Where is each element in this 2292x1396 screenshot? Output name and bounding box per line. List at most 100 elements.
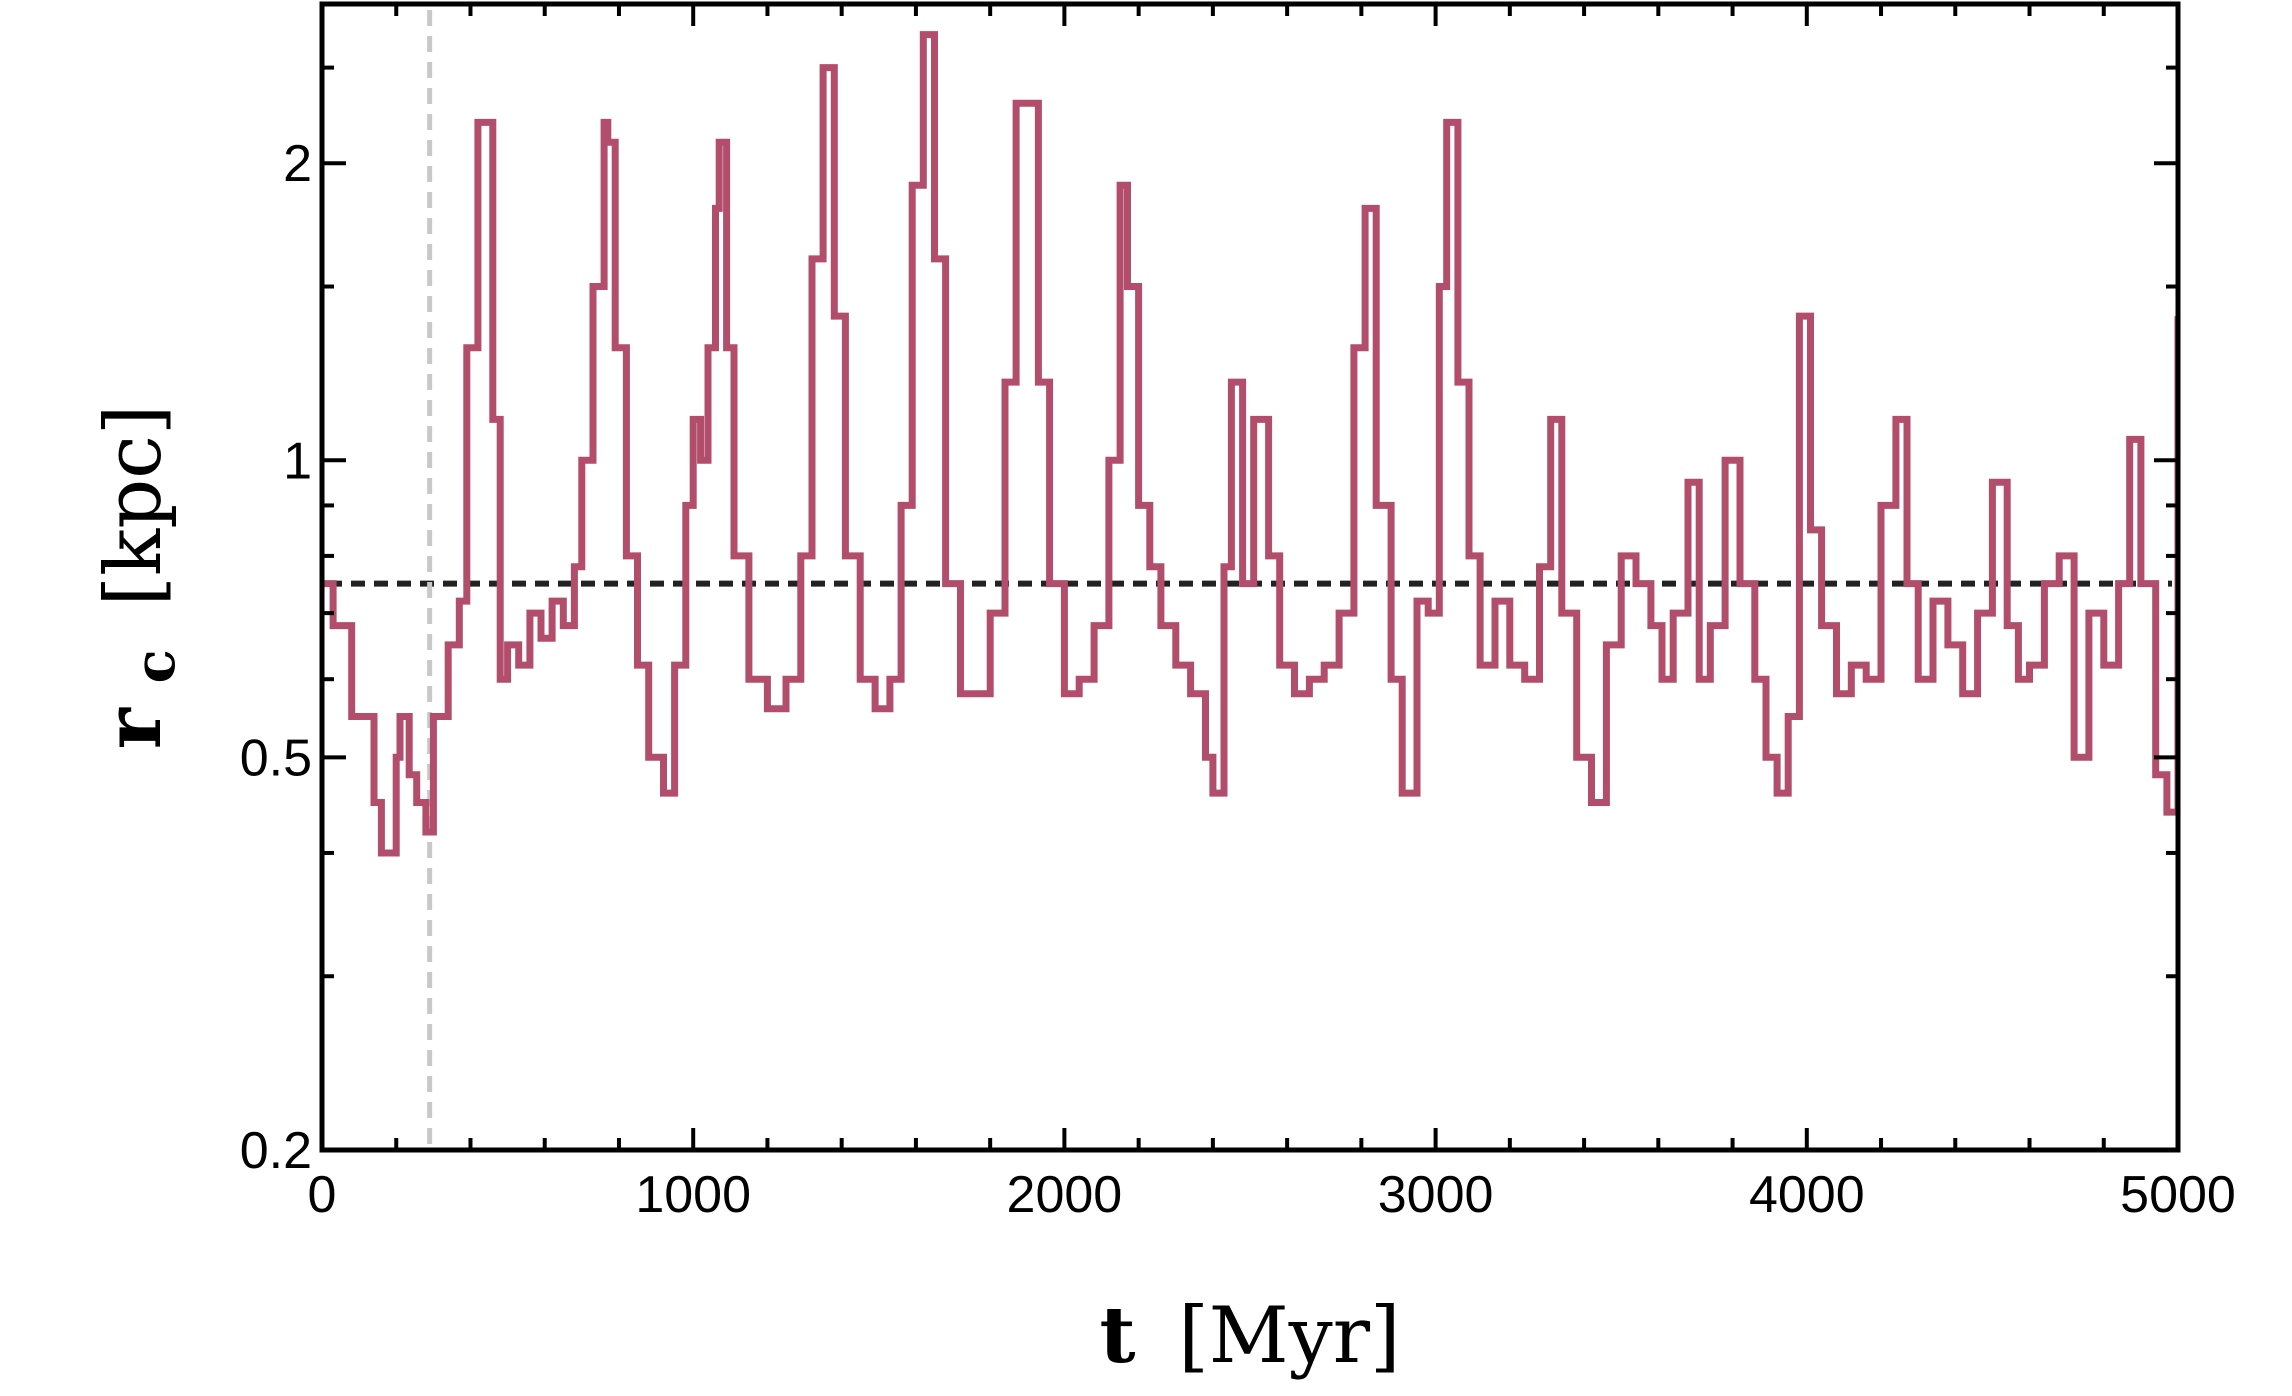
series-point [1456,380,1460,384]
series-point [1025,101,1029,105]
series-point [662,791,665,795]
series-point [350,715,354,718]
series-point [506,643,510,647]
series-point [407,773,411,777]
series-point [606,140,610,144]
y-tick-label: 2 [283,135,312,193]
y-axis-label: r c [kpc] [88,405,193,750]
y-tick-label: 0.2 [240,1122,312,1180]
x-tick-label: 1000 [635,1166,751,1224]
series-point [1293,692,1296,696]
series-point [784,677,788,681]
series-point [1174,663,1178,667]
series-point [959,692,962,696]
series-point [517,663,521,667]
series-point [1590,801,1593,804]
series-point [706,346,710,350]
series-point [1619,554,1623,558]
series-point [1437,285,1441,288]
series-point [1415,599,1419,603]
x-tick-label: 0 [308,1166,337,1224]
series-point [1445,120,1449,124]
series-point [1189,692,1193,696]
series-point [1229,380,1233,384]
series-point [1322,663,1326,667]
series-layer [322,31,2178,857]
series-point [1538,565,1541,569]
series-point [591,285,595,288]
series-point [457,599,461,603]
series-point [2154,773,2158,777]
series-point [810,257,814,261]
series-point [1775,791,1779,795]
series-point [843,554,847,558]
x-tick-label: 5000 [2120,1166,2236,1224]
series-point [1961,692,1965,696]
series-point [483,120,487,124]
x-axis-label: t [Myr] [1100,1290,1401,1381]
y-axis-unit: [kpc] [89,405,179,607]
series-point [580,458,584,462]
series-point [899,503,903,507]
series-point [498,677,502,681]
series-point [1809,528,1812,532]
series-line [322,31,2178,857]
series-point [1374,503,1378,507]
y-tick-labels: 0.2 0.5 1 2 [240,135,312,1180]
series-point [747,677,751,681]
series-point [636,663,639,667]
series-point [988,611,992,615]
series-point [398,715,402,718]
series-point [1604,643,1608,647]
series-point [858,677,862,681]
series-point [1400,791,1404,795]
series-point [1267,554,1271,558]
series-point [431,715,435,718]
series-point [1389,677,1393,681]
x-tick-labels: 0 1000 2000 3000 4000 5000 [308,1166,2236,1224]
series-point [888,677,892,681]
series-point [765,707,769,711]
series-point [2057,554,2061,558]
series-point [1036,380,1040,384]
series-point [1649,624,1653,628]
series-point [1634,582,1638,586]
series-point [1946,643,1950,647]
series-point [717,140,721,144]
y-axis-symbol: r [88,707,179,749]
series-point [1786,715,1790,718]
series-point [1062,692,1066,696]
series-point [732,554,736,558]
series-point [1048,582,1052,586]
series-point [1523,677,1527,681]
series-point [446,643,450,647]
series-point [1905,582,1909,586]
series-point [1137,503,1141,507]
series-point [2028,663,2031,667]
x-axis-unit: [Myr] [1178,1291,1400,1381]
series-point [415,801,419,804]
series-point [2128,437,2132,441]
series-point [372,801,376,804]
series-point [933,257,936,261]
series-point [1508,663,1512,667]
series-point [1204,755,1207,759]
series-point [1307,677,1311,681]
series-point [2139,582,2143,586]
series-point [624,554,628,558]
series-point [832,314,836,318]
series-point [1916,677,1920,681]
series-point [910,183,914,187]
series-point [1241,582,1245,586]
series-point [1931,599,1935,603]
series-point [1159,624,1163,628]
series-point [944,582,948,586]
series-point [699,458,703,462]
series-point [1797,314,1801,318]
series-point [379,851,383,855]
series-point [1092,624,1096,628]
series-point [1426,611,1430,615]
series-point [613,346,617,350]
series-point [602,120,606,124]
